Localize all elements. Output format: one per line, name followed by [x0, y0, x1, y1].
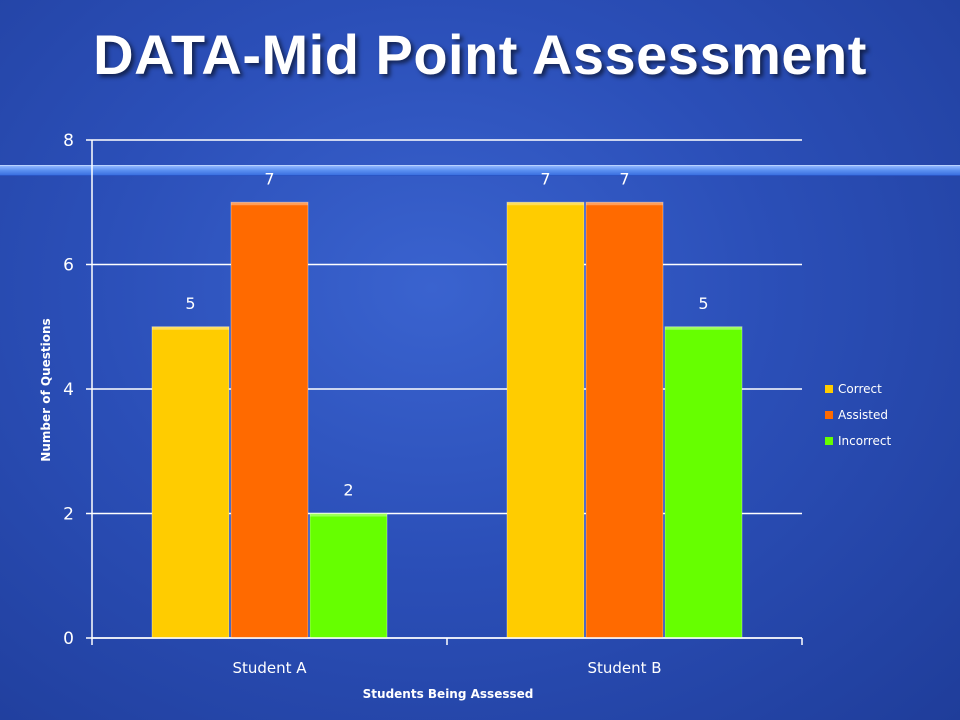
axes: [86, 139, 803, 645]
data-label: 5: [185, 294, 195, 313]
bar-highlight: [586, 202, 663, 206]
bar-correct-2: [506, 201, 585, 639]
data-label: 7: [264, 169, 274, 188]
x-tick-label: Student A: [232, 659, 307, 677]
x-tick-label: Student B: [587, 659, 661, 677]
data-label: 7: [619, 169, 629, 188]
legend-label-correct: Correct: [838, 382, 882, 396]
legend-label-incorrect: Incorrect: [838, 434, 891, 448]
legend: Correct Assisted Incorrect: [825, 382, 891, 448]
legend-swatch-assisted: [825, 411, 833, 419]
bar-incorrect-1: [309, 513, 388, 639]
bar-highlight: [665, 326, 742, 330]
y-tick-label: 8: [63, 131, 74, 151]
y-tick-label: 4: [63, 380, 74, 400]
bar-assisted-2: [585, 201, 664, 639]
data-label: 2: [343, 481, 353, 500]
data-label: 7: [540, 169, 550, 188]
data-label: 5: [698, 294, 708, 313]
y-tick-label: 2: [63, 505, 74, 525]
y-tick-label: 6: [63, 256, 74, 276]
accent-divider: [0, 165, 960, 176]
bar-highlight: [310, 513, 387, 517]
x-axis-title: Students Being Assessed: [363, 687, 534, 701]
y-tick-label: 0: [63, 629, 74, 649]
bar-highlight: [231, 202, 308, 206]
legend-swatch-incorrect: [825, 437, 833, 445]
legend-label-assisted: Assisted: [838, 408, 888, 422]
bars: [151, 201, 743, 639]
bar-correct-1: [151, 326, 230, 639]
legend-swatch-correct: [825, 385, 833, 393]
labels: 0 2 4 6 8 5 7 2 Student A 7 7 5 Student B: [63, 131, 708, 677]
bar-highlight: [152, 326, 229, 330]
bar-assisted-1: [230, 201, 309, 639]
y-axis-title: Number of Questions: [39, 318, 53, 461]
bar-incorrect-2: [664, 326, 743, 639]
bar-highlight: [507, 202, 584, 206]
page-title: DATA-Mid Point Assessment: [93, 23, 867, 86]
